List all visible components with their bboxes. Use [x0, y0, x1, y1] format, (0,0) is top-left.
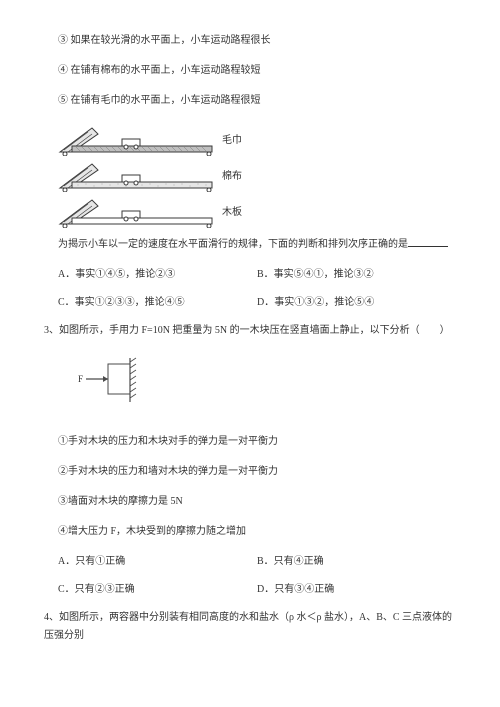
label-wood: 木板 — [222, 204, 242, 222]
q3-option-b: B．只有④正确 — [257, 553, 456, 571]
label-towel: 毛巾 — [222, 132, 242, 150]
ramp-diagram: 毛巾 棉布 — [58, 122, 456, 228]
force-label: F — [78, 374, 83, 384]
q3-option-a: A．只有①正确 — [58, 553, 257, 571]
q3-statement-1: ①手对木块的压力和木块对手的弹力是一对平衡力 — [44, 433, 456, 451]
q4-prompt: 4、如图所示，两容器中分别装有相同高度的水和盐水（ρ 水＜ρ 盐水），A、B、C… — [44, 609, 456, 645]
ramp-cotton — [58, 158, 218, 192]
statement-5: ⑤ 在铺有毛巾的水平面上，小车运动路程很短 — [44, 92, 456, 110]
q3-statement-3: ③墙面对木块的摩擦力是 5N — [44, 493, 456, 511]
q3-option-d: D．只有③④正确 — [257, 581, 456, 599]
q3-statement-2: ②手对木块的压力和墙对木块的弹力是一对平衡力 — [44, 463, 456, 481]
q2-option-b: B．事实⑤④①，推论③② — [257, 266, 456, 284]
ramp-wood — [58, 194, 218, 228]
statement-4: ④ 在铺有棉布的水平面上，小车运动路程较短 — [44, 62, 456, 80]
q3-statement-4: ④增大压力 F，木块受到的摩擦力随之增加 — [44, 523, 456, 541]
q2-prompt: 为揭示小车以一定的速度在水平面滑行的规律，下面的判断和排列次序正确的是 — [44, 236, 456, 254]
q3-option-c: C．只有②③正确 — [58, 581, 257, 599]
q3-prompt: 3、如图所示，手用力 F=10N 把重量为 5N 的一木块压在竖直墙面上静止，以… — [44, 322, 456, 340]
ramp-towel — [58, 122, 218, 156]
block-wall-diagram: F — [72, 354, 456, 415]
label-cotton: 棉布 — [222, 168, 242, 186]
q2-option-a: A．事实①④⑤，推论②③ — [58, 266, 257, 284]
statement-3: ③ 如果在较光滑的水平面上，小车运动路程很长 — [44, 32, 456, 50]
q2-option-d: D．事实①③②，推论⑤④ — [257, 294, 456, 312]
q2-option-c: C．事实①②③③，推论④⑤ — [58, 294, 257, 312]
